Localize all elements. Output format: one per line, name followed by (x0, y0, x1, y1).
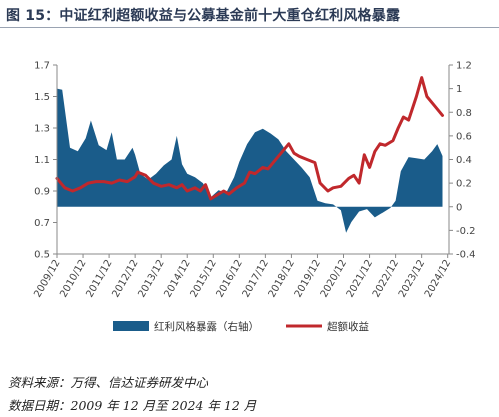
right-tick-label: -0.4 (456, 250, 476, 261)
left-tick-label: 0.7 (34, 218, 50, 229)
figure-title: 图 15：中证红利超额收益与公募基金前十大重仓红利风格暴露 (6, 8, 401, 24)
left-tick-label: 1.5 (34, 92, 50, 103)
right-tick-label: 1.2 (456, 61, 472, 72)
right-tick-label: 0.8 (456, 108, 472, 119)
left-tick-label: 1.7 (34, 61, 50, 72)
left-tick-label: 1.3 (34, 124, 50, 135)
left-tick-label: 1.1 (34, 155, 50, 166)
excess-return-line-series (55, 76, 444, 201)
right-tick-label: 0.2 (456, 179, 472, 190)
left-tick-label: 0.9 (34, 187, 50, 198)
date-range-note: 数据日期：2009 年 12 月至 2024 年 12 月 (8, 398, 257, 413)
left-tick-label: 0.5 (34, 250, 50, 261)
exposure-area-series (57, 88, 443, 233)
title-divider (0, 27, 499, 28)
chart-legend: 红利风格暴露（右轴） 超额收益 (113, 320, 369, 333)
right-tick-label: 0.4 (456, 155, 472, 166)
right-tick-label: -0.2 (456, 226, 476, 237)
exposure-area (57, 88, 443, 233)
right-tick-label: 1 (456, 84, 462, 95)
excess-return-line (55, 76, 444, 201)
legend-swatch-exposure (113, 321, 149, 331)
right-tick-label: 0.6 (456, 131, 472, 142)
legend-label-excess-return: 超额收益 (327, 320, 369, 333)
source-note: 资料来源：万得、信达证券研发中心 (8, 375, 209, 390)
legend-label-exposure: 红利风格暴露（右轴） (154, 320, 259, 333)
chart-canvas: 0.5 0.7 0.9 1.1 1.3 1.5 1.7 -0.4 -0.2 0 0.2 0.4 0.6 0… (32, 61, 476, 334)
x-tick-label: 2024/12 (423, 258, 453, 299)
right-tick-label: 0 (456, 202, 462, 213)
